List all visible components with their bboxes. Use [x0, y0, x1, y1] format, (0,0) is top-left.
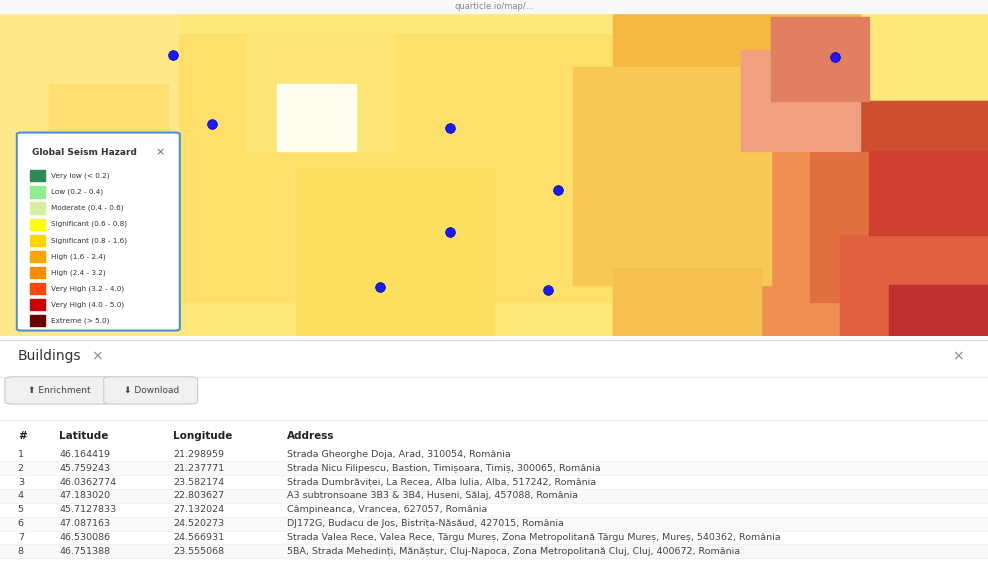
Text: quarticle.io/map/...: quarticle.io/map/... — [454, 2, 534, 11]
Text: 45.759243: 45.759243 — [59, 464, 111, 473]
Text: 24.566931: 24.566931 — [173, 533, 224, 542]
Bar — [810, 100, 988, 151]
Text: Very High (4.0 - 5.0): Very High (4.0 - 5.0) — [51, 301, 124, 308]
Bar — [0, 0, 178, 336]
Text: 24.520273: 24.520273 — [173, 519, 224, 528]
Text: 46.751388: 46.751388 — [59, 547, 111, 556]
Text: ⬇ Download: ⬇ Download — [124, 386, 179, 395]
Text: 47.183020: 47.183020 — [59, 491, 111, 500]
Text: 46.164419: 46.164419 — [59, 450, 111, 459]
Bar — [30, 202, 45, 214]
Text: #: # — [18, 431, 27, 441]
Bar — [148, 34, 692, 302]
Text: 46.530086: 46.530086 — [59, 533, 111, 542]
Text: Longitude: Longitude — [173, 431, 232, 441]
Bar — [0, 0, 988, 14]
Text: 23.582174: 23.582174 — [173, 478, 224, 487]
Text: Strada Valea Rece, Valea Rece, Târgu Mureș, Zona Metropolitană Târgu Mureș, Mure: Strada Valea Rece, Valea Rece, Târgu Mur… — [287, 533, 781, 542]
Bar — [0, 503, 988, 517]
Bar — [840, 235, 988, 336]
Bar — [613, 268, 761, 336]
Text: High (1.6 - 2.4): High (1.6 - 2.4) — [51, 253, 106, 259]
Text: ×: × — [951, 349, 963, 363]
Bar — [247, 34, 395, 151]
Text: 2: 2 — [18, 464, 24, 473]
Bar — [0, 517, 988, 531]
Bar — [30, 267, 45, 278]
Text: 6: 6 — [18, 519, 24, 528]
Bar — [30, 235, 45, 246]
Text: ⬆ Enrichment: ⬆ Enrichment — [28, 386, 91, 395]
Text: Moderate (0.4 - 0.6): Moderate (0.4 - 0.6) — [51, 205, 124, 212]
Bar — [889, 285, 988, 336]
Text: Low (0.2 - 0.4): Low (0.2 - 0.4) — [51, 189, 104, 195]
Text: Address: Address — [287, 431, 334, 441]
Text: Extreme (> 5.0): Extreme (> 5.0) — [51, 318, 110, 324]
Text: 45.7127833: 45.7127833 — [59, 505, 117, 514]
Bar — [277, 84, 356, 151]
Bar — [771, 17, 869, 100]
Bar — [30, 283, 45, 294]
Bar — [613, 0, 860, 336]
Bar — [30, 315, 45, 327]
Text: A3 subtronsoane 3B3 & 3B4, Huseni, Sălaj, 457088, România: A3 subtronsoane 3B3 & 3B4, Huseni, Sălaj… — [287, 491, 578, 500]
Text: 21.237771: 21.237771 — [173, 464, 224, 473]
Bar — [0, 475, 988, 489]
Bar — [296, 168, 494, 336]
Bar — [30, 170, 45, 182]
Bar — [30, 299, 45, 310]
Text: Strada Dumbrăviței, La Recea, Alba Iulia, Alba, 517242, România: Strada Dumbrăviței, La Recea, Alba Iulia… — [287, 478, 596, 487]
Text: 5BA, Strada Mehedinți, Mănăștur, Cluj-Napoca, Zona Metropolitană Cluj, Cluj, 400: 5BA, Strada Mehedinți, Mănăștur, Cluj-Na… — [287, 547, 740, 556]
Text: 27.132024: 27.132024 — [173, 505, 224, 514]
Bar — [30, 218, 45, 230]
Bar — [0, 447, 988, 461]
Bar — [0, 461, 988, 475]
Text: 46.0362774: 46.0362774 — [59, 478, 117, 487]
Bar — [0, 531, 988, 544]
Bar — [0, 544, 988, 558]
Text: 5: 5 — [18, 505, 24, 514]
Bar — [869, 151, 988, 235]
Text: Latitude: Latitude — [59, 431, 109, 441]
Text: Significant (0.6 - 0.8): Significant (0.6 - 0.8) — [51, 221, 127, 227]
Text: 4: 4 — [18, 491, 24, 500]
Text: 8: 8 — [18, 547, 24, 556]
Text: 23.555068: 23.555068 — [173, 547, 224, 556]
Text: Strada Gheorghe Doja, Arad, 310054, România: Strada Gheorghe Doja, Arad, 310054, Româ… — [287, 450, 510, 459]
Text: Strada Nicu Filipescu, Bastion, Timișoara, Timiș, 300065, România: Strada Nicu Filipescu, Bastion, Timișoar… — [287, 464, 600, 473]
FancyBboxPatch shape — [17, 133, 180, 331]
Bar — [0, 489, 988, 503]
Text: DJ172G, Budacu de Jos, Bistrița-Năsăud, 427015, România: DJ172G, Budacu de Jos, Bistrița-Năsăud, … — [287, 519, 563, 528]
Bar — [49, 84, 168, 285]
Text: 47.087163: 47.087163 — [59, 519, 111, 528]
Text: 21.298959: 21.298959 — [173, 450, 224, 459]
Text: Significant (0.8 - 1.6): Significant (0.8 - 1.6) — [51, 237, 127, 244]
Bar — [810, 117, 988, 302]
Text: 3: 3 — [18, 478, 24, 487]
Text: Global Seism Hazard: Global Seism Hazard — [32, 148, 136, 157]
Text: 7: 7 — [18, 533, 24, 542]
Bar — [573, 67, 771, 285]
Text: ≡: ≡ — [30, 315, 39, 325]
Text: Very low (< 0.2): Very low (< 0.2) — [51, 173, 110, 179]
Bar — [741, 100, 988, 336]
Bar — [30, 186, 45, 197]
Text: 22.803627: 22.803627 — [173, 491, 224, 500]
Text: High (2.4 - 3.2): High (2.4 - 3.2) — [51, 269, 106, 276]
Bar — [741, 50, 860, 151]
Text: ×: × — [156, 148, 165, 158]
Bar — [30, 251, 45, 262]
Text: Câmpineanca, Vrancea, 627057, România: Câmpineanca, Vrancea, 627057, România — [287, 505, 487, 514]
Text: Very High (3.2 - 4.0): Very High (3.2 - 4.0) — [51, 285, 124, 292]
Text: ×: × — [91, 349, 103, 363]
Text: Buildings: Buildings — [18, 349, 81, 363]
FancyBboxPatch shape — [5, 377, 114, 404]
FancyBboxPatch shape — [104, 377, 198, 404]
Text: 1: 1 — [18, 450, 24, 459]
